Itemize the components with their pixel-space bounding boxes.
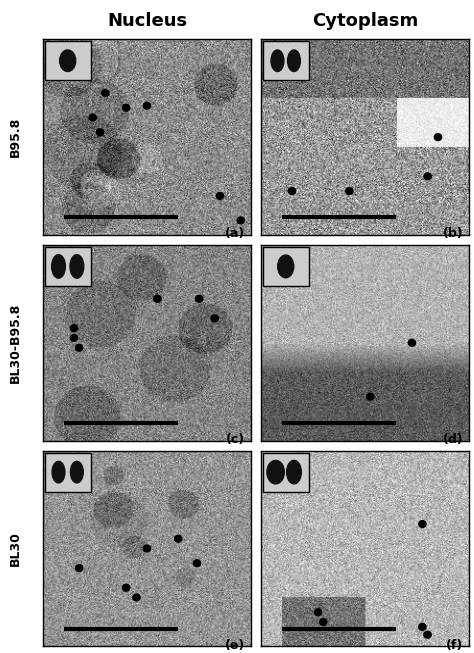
Ellipse shape xyxy=(287,460,301,484)
Circle shape xyxy=(75,344,83,351)
Circle shape xyxy=(70,325,78,332)
Ellipse shape xyxy=(60,50,76,72)
Text: Cytoplasm: Cytoplasm xyxy=(312,12,418,30)
Circle shape xyxy=(314,609,322,616)
Circle shape xyxy=(193,560,201,567)
Text: (b): (b) xyxy=(442,227,463,240)
Ellipse shape xyxy=(52,255,65,278)
Circle shape xyxy=(70,334,78,342)
Circle shape xyxy=(419,520,426,528)
Circle shape xyxy=(195,295,203,302)
Text: (a): (a) xyxy=(225,227,245,240)
Text: BL30-B95.8: BL30-B95.8 xyxy=(9,303,21,383)
Circle shape xyxy=(143,545,151,552)
Text: (c): (c) xyxy=(226,433,245,446)
Text: B95.8: B95.8 xyxy=(9,117,21,157)
Circle shape xyxy=(237,217,245,224)
Circle shape xyxy=(174,535,182,542)
Circle shape xyxy=(75,565,83,571)
Circle shape xyxy=(143,103,151,109)
Ellipse shape xyxy=(288,50,301,72)
Circle shape xyxy=(366,393,374,400)
Circle shape xyxy=(154,295,161,302)
Circle shape xyxy=(96,129,104,136)
Bar xyxy=(263,453,309,492)
Text: BL30: BL30 xyxy=(9,531,21,566)
Circle shape xyxy=(101,89,109,97)
Text: (e): (e) xyxy=(225,639,245,652)
Bar xyxy=(45,41,91,80)
Ellipse shape xyxy=(71,461,83,483)
Circle shape xyxy=(408,340,416,346)
Circle shape xyxy=(122,584,130,591)
Ellipse shape xyxy=(271,50,284,72)
Bar xyxy=(45,453,91,492)
Text: (d): (d) xyxy=(442,433,463,446)
Text: Nucleus: Nucleus xyxy=(107,12,187,30)
Circle shape xyxy=(89,114,96,121)
Ellipse shape xyxy=(278,255,294,278)
Circle shape xyxy=(424,631,431,638)
Ellipse shape xyxy=(267,460,284,484)
Circle shape xyxy=(216,193,224,199)
Bar xyxy=(45,247,91,286)
Circle shape xyxy=(346,187,353,195)
Circle shape xyxy=(122,104,130,111)
Circle shape xyxy=(211,315,219,322)
Text: (f): (f) xyxy=(446,639,463,652)
Bar xyxy=(263,41,309,80)
Circle shape xyxy=(133,594,140,601)
Bar xyxy=(263,247,309,286)
Circle shape xyxy=(434,134,442,140)
Ellipse shape xyxy=(70,255,84,278)
Circle shape xyxy=(419,624,426,630)
Circle shape xyxy=(424,173,431,180)
Circle shape xyxy=(319,618,327,626)
Ellipse shape xyxy=(52,461,65,483)
Circle shape xyxy=(288,187,296,195)
